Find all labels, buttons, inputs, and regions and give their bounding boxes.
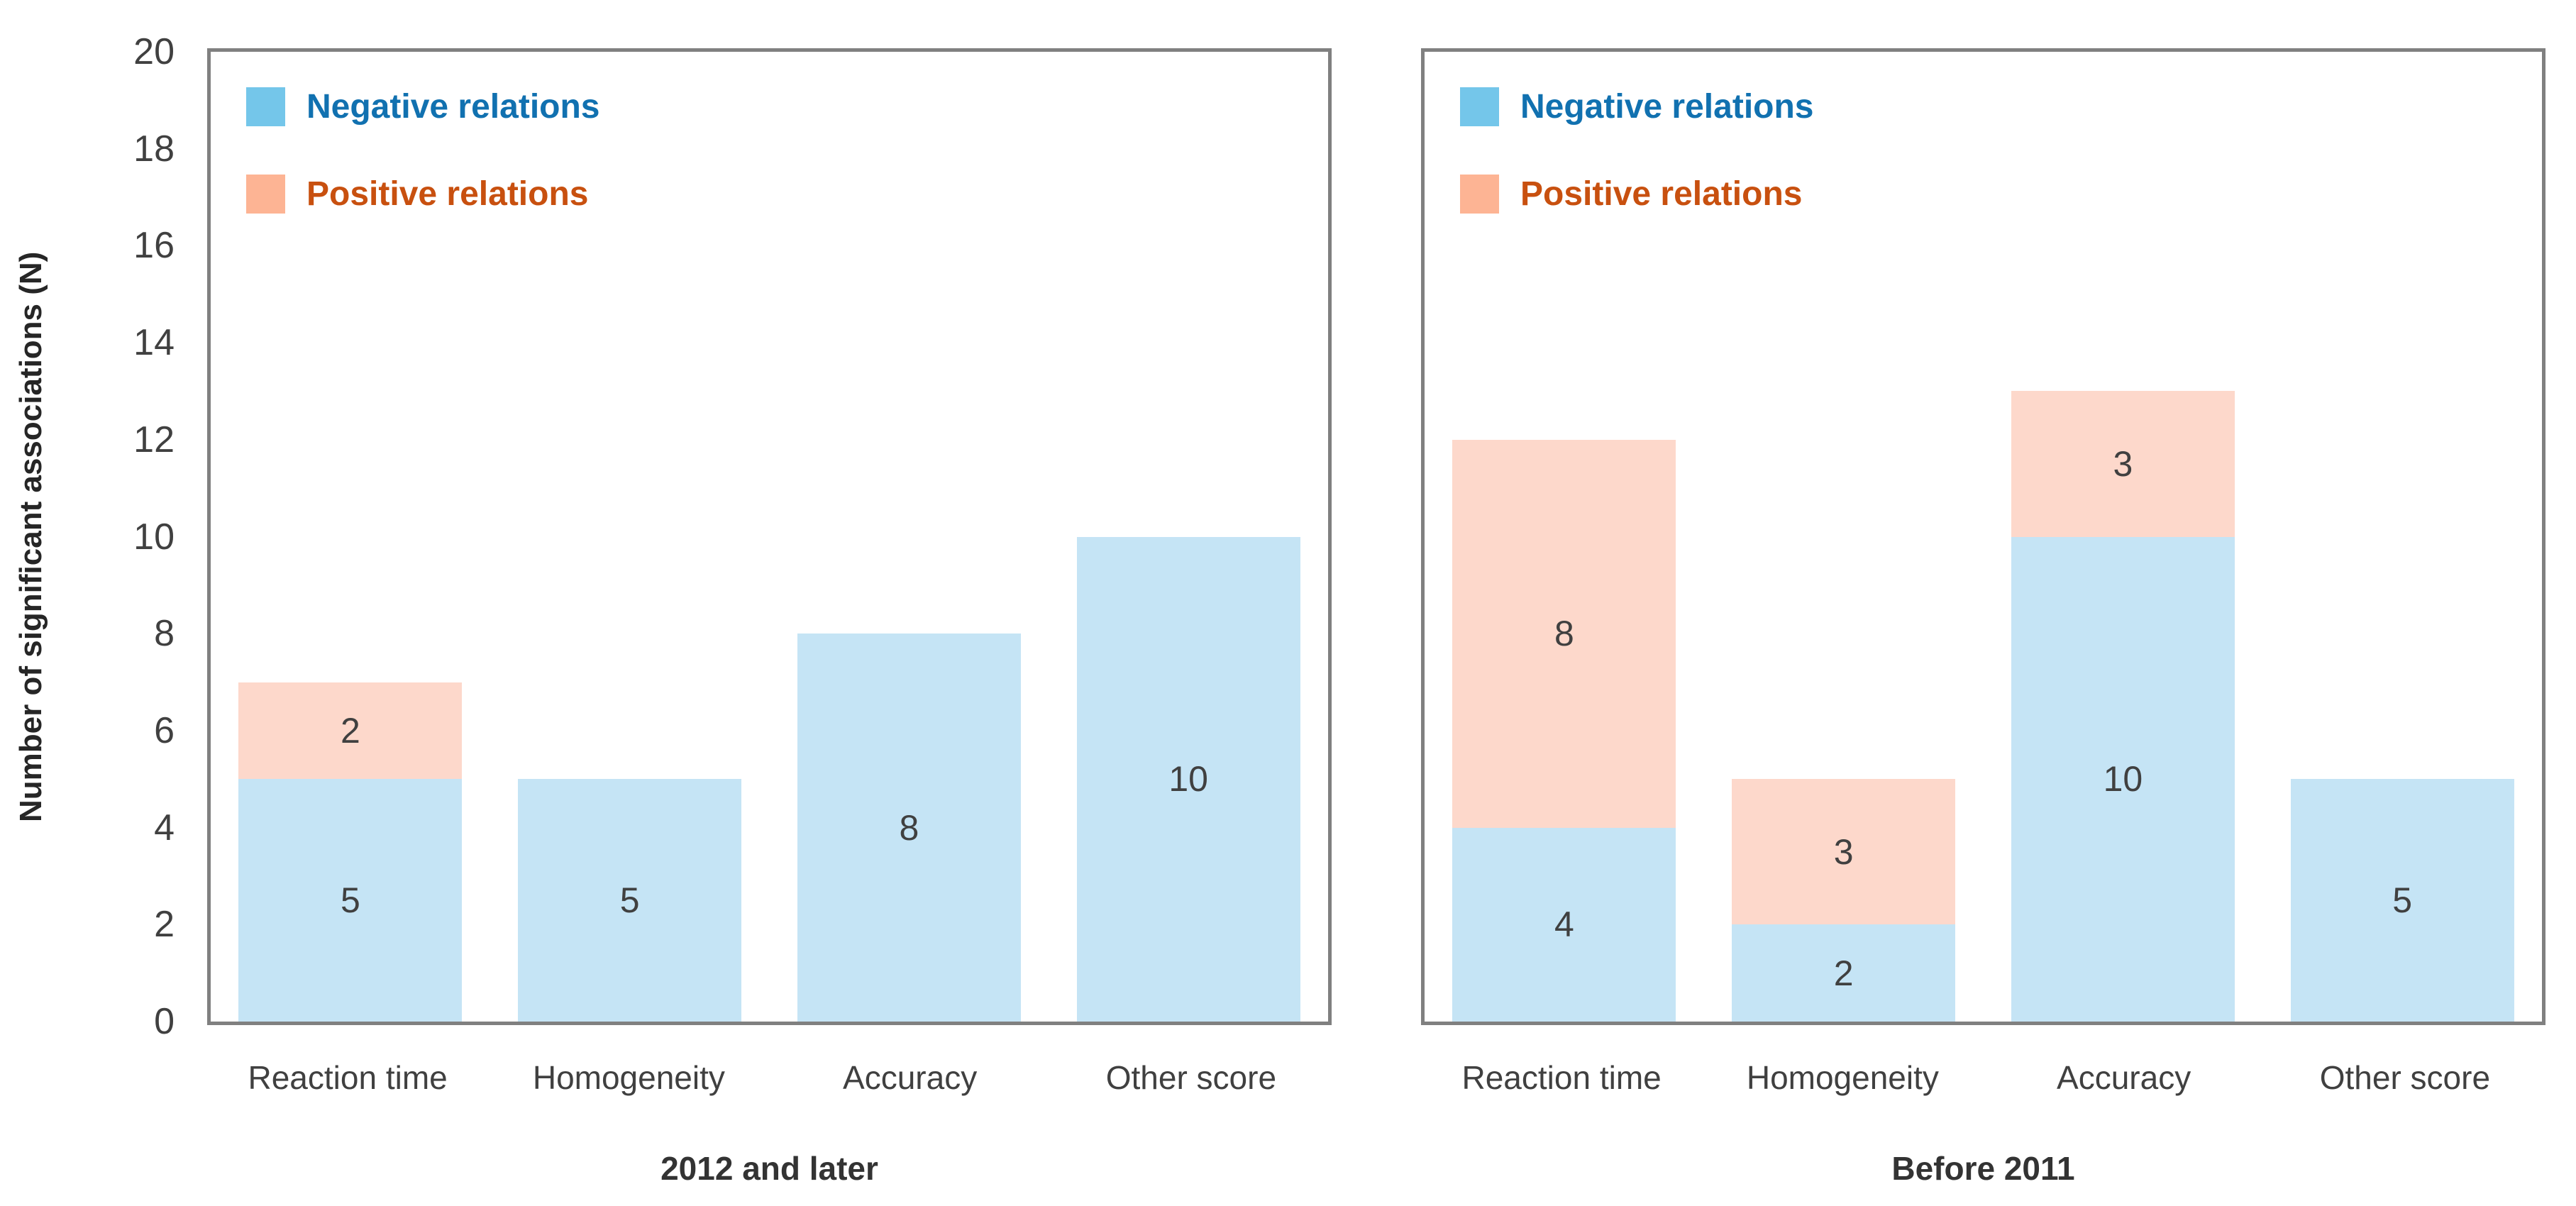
positive-segment: 8 [1452,439,1676,828]
segment-value-label: 2 [1833,953,1854,993]
stacked-bar: 10 3 [2011,391,2235,1022]
bars-area: 5 2 5 8 10 [211,52,1328,1022]
segment-value-label: 3 [2113,443,2133,484]
category-label: Accuracy [2057,1059,2191,1096]
category-axis-labels: Reaction time Homogeneity Accuracy Other sc… [1421,1058,2545,1097]
legend-item-positive: Positive relations [1460,175,1813,214]
y-tick-label: 0 [154,1001,175,1042]
segment-value-label: 2 [340,710,360,751]
legend: Negative relations Positive relations [1460,87,1813,214]
legend-item-negative: Negative relations [1460,87,1813,126]
legend-label-negative: Negative relations [306,88,600,126]
segment-value-label: 5 [340,880,360,921]
y-tick-label: 4 [154,807,175,848]
positive-segment: 3 [2011,391,2235,537]
negative-segment: 5 [238,779,463,1022]
positive-relations-swatch-icon [246,175,285,214]
segment-value-label: 8 [1554,614,1574,654]
y-tick-label: 12 [133,419,175,460]
y-tick-label: 14 [133,322,175,364]
segment-value-label: 10 [2103,759,2143,800]
y-tick-label: 20 [133,31,175,72]
category-label: Other score [2319,1059,2491,1096]
y-tick-label: 6 [154,709,175,751]
stacked-bar: 5 [518,779,742,1022]
y-tick-label: 8 [154,613,175,655]
negative-segment: 4 [1452,827,1676,1022]
segment-value-label: 10 [1168,759,1208,800]
bars-area: 4 8 2 3 10 3 5 [1425,52,2542,1022]
legend-item-positive: Positive relations [246,175,599,214]
category-axis-labels: Reaction time Homogeneity Accuracy Other sc… [207,1058,1332,1097]
y-axis-tick-labels: 0 2 4 6 8 10 12 14 16 18 20 [0,31,200,1042]
bar-slot: 5 [2262,52,2542,1022]
stacked-bar: 5 [2290,779,2514,1022]
y-tick-label: 10 [133,516,175,558]
bar-slot: 10 [1049,52,1328,1022]
bar-slot: 5 [490,52,770,1022]
segment-value-label: 8 [899,807,919,848]
category-label: Homogeneity [532,1059,725,1096]
category-label: Homogeneity [1746,1059,1939,1096]
y-tick-label: 18 [133,128,175,170]
legend-label-positive: Positive relations [1520,175,1803,213]
category-label: Reaction time [1461,1059,1662,1096]
negative-segment: 5 [2290,779,2514,1022]
segment-value-label: 3 [1833,831,1854,872]
category-label: Other score [1105,1059,1277,1096]
segment-value-label: 5 [2392,880,2413,921]
positive-relations-swatch-icon [1460,175,1499,214]
stacked-bar: 10 [1076,536,1300,1022]
category-label: Reaction time [248,1059,448,1096]
category-label: Accuracy [843,1059,978,1096]
positive-segment: 3 [1732,779,1956,925]
y-tick-label: 2 [154,904,175,946]
negative-relations-swatch-icon [1460,87,1499,126]
segment-value-label: 5 [619,880,640,921]
positive-segment: 2 [238,682,463,780]
negative-segment: 5 [518,779,742,1022]
bar-slot: 10 3 [1984,52,2263,1022]
negative-segment: 10 [2011,536,2235,1022]
legend: Negative relations Positive relations [246,87,599,214]
y-tick-label: 16 [133,225,175,267]
segment-value-label: 4 [1554,905,1574,945]
group-title-2012-and-later: 2012 and later [660,1150,878,1187]
stacked-bar: 8 [797,634,1021,1022]
legend-label-positive: Positive relations [306,175,589,213]
negative-segment: 2 [1732,924,1956,1022]
negative-segment: 10 [1076,536,1300,1022]
negative-relations-swatch-icon [246,87,285,126]
legend-item-negative: Negative relations [246,87,599,126]
bar-slot: 8 [770,52,1049,1022]
legend-label-negative: Negative relations [1520,88,1814,126]
negative-segment: 8 [797,634,1021,1022]
group-title-before-2011: Before 2011 [1891,1150,2075,1187]
